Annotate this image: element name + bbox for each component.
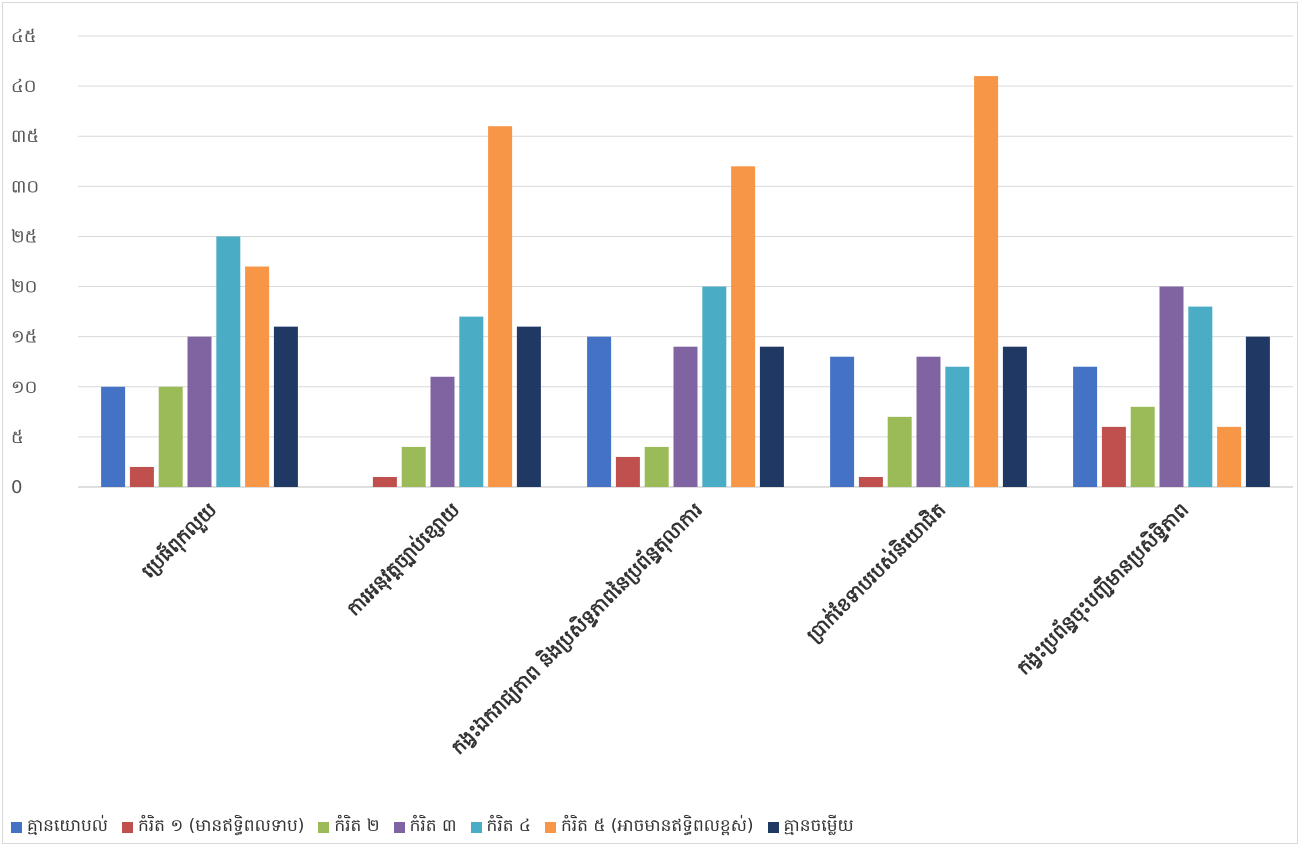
legend-label: គ្មានយោបល់ xyxy=(27,815,108,836)
legend-label: កំរិត ៣ xyxy=(409,815,457,836)
bar xyxy=(158,386,183,487)
legend-item: គ្មានយោបល់ xyxy=(11,815,108,840)
legend-swatch xyxy=(470,821,482,833)
bar xyxy=(430,376,455,487)
bar xyxy=(401,446,426,487)
bar xyxy=(488,126,513,487)
legend-swatch xyxy=(393,821,405,833)
legend-swatch xyxy=(318,821,330,833)
bar xyxy=(1101,426,1126,487)
bar xyxy=(1002,346,1027,487)
bar xyxy=(731,166,756,488)
bar xyxy=(273,326,298,487)
bar xyxy=(587,336,612,487)
y-tick-label: ២០ xyxy=(11,277,37,298)
legend-label: គ្មានចម្លើយ xyxy=(783,815,854,836)
bar xyxy=(1130,406,1155,487)
legend-swatch xyxy=(767,821,779,833)
y-tick-label: ៤៥ xyxy=(11,26,37,47)
y-tick-label: ៣៥ xyxy=(11,126,39,147)
bar xyxy=(615,456,640,487)
bar xyxy=(702,286,727,487)
bar xyxy=(1188,306,1213,487)
legend-label: កំរិត ៤ xyxy=(486,815,531,836)
bar xyxy=(644,446,669,487)
bar xyxy=(1217,426,1242,487)
y-tick-label: ៤០ xyxy=(11,76,37,97)
legend-item: កំរិត ៥ (អាចមានឥទ្ធិពលខ្ពស់) xyxy=(544,815,754,840)
bar xyxy=(673,346,698,487)
x-tick-label: ប្រេផ៍ពុកលួយ xyxy=(136,498,222,584)
y-tick-label: ២៥ xyxy=(11,226,37,247)
bar xyxy=(916,356,941,487)
y-tick-label: ១៥ xyxy=(11,327,37,348)
bar xyxy=(945,366,970,487)
bar xyxy=(974,76,999,487)
legend-item: កំរិត ៤ xyxy=(470,815,531,840)
bar xyxy=(101,386,126,487)
bar xyxy=(216,236,241,487)
bar xyxy=(245,266,270,487)
legend-label: កំរិត ១ (មានឥទ្ធិពលទាប) xyxy=(137,815,305,836)
bars xyxy=(101,76,1270,488)
x-axis-ticks: ប្រេផ៍ពុកលួយ ការអនុវត្តច្បាប់ខ្សោយកង្វះឯក… xyxy=(136,498,1194,761)
bar-chart: 0 ៥ ១០ ១៥ ២០ ២៥ ៣០ ៣៥ ៤០ ៤៥ ប្រេផ៍ពុកលួយ ការអនុវត្… xyxy=(11,26,1293,761)
x-tick-label: ការអនុវត្តច្បាប់ខ្សោយ xyxy=(341,498,465,622)
y-tick-label: 0 xyxy=(11,477,22,498)
legend: គ្មានយោបល់ កំរិត ១ (មានឥទ្ធិពលទាប) កំរិត ២… xyxy=(11,811,1301,843)
legend-item: កំរិត ២ xyxy=(318,815,380,840)
legend-swatch xyxy=(121,821,133,833)
legend-item: កំរិត ៣ xyxy=(393,815,457,840)
bar xyxy=(830,356,855,487)
bar xyxy=(516,326,541,487)
bar xyxy=(459,316,484,487)
bar xyxy=(1159,286,1184,487)
legend-swatch xyxy=(11,821,22,833)
legend-label: កំរិត ៥ (អាចមានឥទ្ធិពលខ្ពស់) xyxy=(560,815,754,836)
bar xyxy=(858,476,883,487)
bar xyxy=(759,346,784,487)
legend-item: គ្មានចម្លើយ xyxy=(767,815,854,840)
x-tick-label: កង្វះប្រព័ន្ធចុះបញ្ជីមានប្រសិទ្ធិភាព xyxy=(1011,498,1194,681)
y-axis-ticks: 0 ៥ ១០ ១៥ ២០ ២៥ ៣០ ៣៥ ៤០ ៤៥ xyxy=(11,26,39,498)
bar xyxy=(1073,366,1098,487)
x-tick-label: ប្រាក់ខែទាបរបស់និយោជិត xyxy=(801,498,950,647)
bar xyxy=(372,476,397,487)
legend-label: កំរិត ២ xyxy=(334,815,380,836)
bar xyxy=(129,466,154,487)
legend-item: កំរិត ១ (មានឥទ្ធិពលទាប) xyxy=(121,815,305,840)
bar xyxy=(187,336,212,487)
bar xyxy=(1245,336,1270,487)
y-tick-label: ៣០ xyxy=(11,176,39,197)
bar xyxy=(887,416,912,487)
y-tick-label: ៥ xyxy=(11,427,24,448)
legend-swatch xyxy=(544,821,556,833)
y-tick-label: ១០ xyxy=(11,377,37,398)
x-tick-label: កង្វះឯករាជ្យភាព និងប្រសិទ្ធភាពនៃប្រព័ន្ធ… xyxy=(446,498,709,761)
